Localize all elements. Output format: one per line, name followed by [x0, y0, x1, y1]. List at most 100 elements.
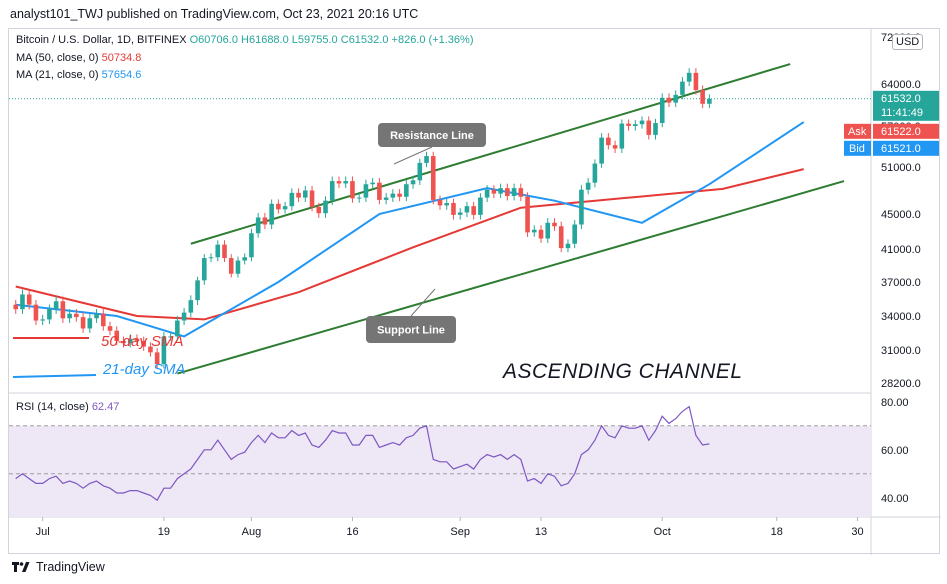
- candle: [693, 68, 699, 95]
- candle: [653, 118, 658, 140]
- candle: [114, 326, 120, 346]
- date-axis-tick-label: Oct: [654, 526, 671, 538]
- date-axis-tick-label: Sep: [450, 526, 470, 538]
- ohlc-high: H61688.0: [241, 34, 289, 46]
- candle-body: [464, 206, 470, 213]
- tradingview-logo: TradingView: [12, 560, 105, 574]
- candle: [107, 321, 113, 336]
- candle-body: [457, 212, 463, 215]
- chart-canvas[interactable]: 28200.0 31000.0 34000.0 37000.0 41000.0 45000…: [9, 29, 941, 555]
- candle-body: [282, 206, 288, 210]
- candle-body: [296, 192, 301, 198]
- candle-body: [558, 226, 564, 249]
- price-axis-tick-label: 51000.0: [881, 162, 921, 174]
- rsi-legend: RSI (14, close) 62.47: [16, 401, 119, 413]
- channel-lower-line: [177, 180, 845, 375]
- price-axis-tick-label: 31000.0: [881, 345, 921, 357]
- price-axis-tick-label: 28200.0: [881, 378, 921, 390]
- candle-body: [316, 206, 322, 214]
- candle: [579, 185, 584, 230]
- resistance-callout-text: Resistance Line: [390, 130, 474, 142]
- candle-body: [350, 181, 355, 199]
- resistance-callout-pointer: [393, 146, 433, 165]
- brand-label: TradingView: [36, 560, 105, 574]
- candle: [646, 116, 652, 140]
- candle-body: [626, 123, 631, 126]
- symbol-legend: Bitcoin / U.S. Dollar, 1D, BITFINEX O607…: [16, 34, 473, 46]
- candle: [592, 159, 598, 188]
- candle: [53, 296, 59, 314]
- candle: [87, 313, 93, 333]
- ohlc-close: C61532.0: [340, 34, 389, 46]
- candle: [356, 193, 362, 203]
- candle-body: [700, 90, 705, 104]
- ask-label: Ask: [848, 126, 867, 138]
- candle-body: [437, 199, 443, 206]
- candle-body: [646, 120, 652, 135]
- candle-body: [228, 258, 234, 274]
- candle-body: [579, 189, 584, 225]
- candle-body: [478, 197, 483, 215]
- candle: [606, 133, 611, 150]
- candle-body: [518, 188, 524, 197]
- candle-body: [60, 301, 66, 319]
- candle: [531, 225, 537, 237]
- candle: [47, 304, 52, 324]
- candle-body: [20, 294, 25, 310]
- candle: [430, 151, 436, 205]
- candle: [505, 183, 510, 201]
- candle: [316, 202, 322, 218]
- candle: [626, 119, 631, 131]
- candle-body: [121, 340, 126, 344]
- candle-body: [323, 200, 328, 214]
- candle: [390, 189, 396, 202]
- candle: [700, 85, 705, 109]
- candle: [572, 219, 577, 249]
- candle-body: [235, 260, 241, 274]
- candle-body: [67, 313, 72, 319]
- candle-body: [606, 137, 611, 146]
- candle: [343, 176, 349, 189]
- candle-body: [289, 192, 295, 207]
- ask-price-tag: [873, 123, 939, 139]
- candle: [175, 315, 180, 341]
- currency-button[interactable]: USD: [892, 34, 924, 50]
- candle: [26, 289, 32, 310]
- candle-body: [491, 189, 497, 194]
- support-callout-pointer: [410, 288, 436, 317]
- candle-body: [612, 145, 618, 149]
- candle: [33, 299, 39, 326]
- price-axis-tick-label: 34000.0: [881, 311, 921, 323]
- candle: [525, 192, 530, 237]
- candle-body: [168, 336, 173, 338]
- candle: [148, 342, 153, 357]
- candle: [289, 188, 295, 211]
- rsi-line: [15, 405, 710, 502]
- ma21-legend-value: 57654.6: [101, 69, 142, 81]
- candle: [511, 183, 517, 201]
- candle-body: [201, 258, 207, 281]
- candle-body: [13, 304, 19, 310]
- ohlc-low: L59755.0: [291, 34, 338, 46]
- candle: [599, 133, 604, 168]
- ma21-note-text: 21-day SMA: [102, 361, 186, 378]
- candle-body: [94, 313, 99, 319]
- candle-body: [127, 338, 133, 344]
- candle-body: [161, 336, 167, 365]
- bid-label: Bid: [849, 143, 865, 155]
- candle: [404, 179, 409, 202]
- candle: [538, 225, 544, 243]
- chart-frame[interactable]: 28200.0 31000.0 34000.0 37000.0 41000.0 45000…: [8, 28, 941, 555]
- candle: [680, 77, 685, 100]
- candle: [464, 201, 470, 217]
- candle-body: [100, 313, 106, 327]
- candle-body: [511, 188, 517, 196]
- ma50-line: [15, 168, 804, 321]
- candle-body: [383, 197, 389, 200]
- candle: [249, 228, 254, 262]
- candle: [329, 176, 335, 206]
- candle: [141, 336, 146, 351]
- date-axis-tick-label: 13: [535, 526, 547, 538]
- candle-body: [269, 203, 274, 225]
- candle: [121, 336, 126, 348]
